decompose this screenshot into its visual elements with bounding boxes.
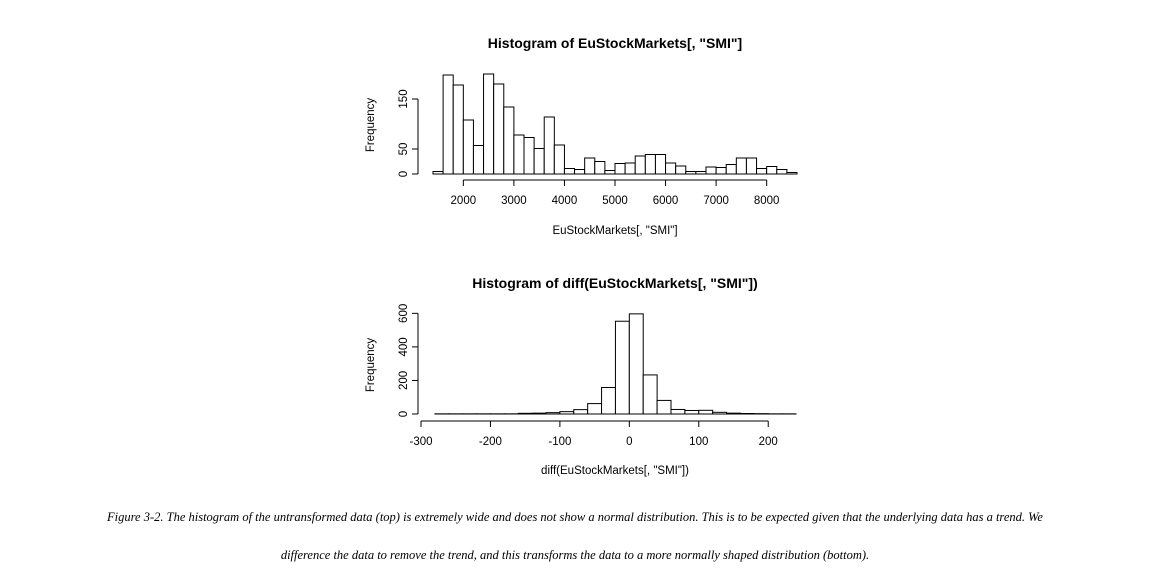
x-axis-label-bottom: diff(EuStockMarkets[, "SMI"]) xyxy=(541,465,689,477)
histogram-bar-top xyxy=(553,144,565,175)
histogram-bar-bottom xyxy=(573,409,589,415)
histogram-bar-top xyxy=(472,145,485,175)
histogram-bar-top xyxy=(634,155,646,175)
x-tick-label-top: 5000 xyxy=(602,195,628,207)
x-tick-label-bottom: -300 xyxy=(409,436,432,448)
histogram-bar-bottom xyxy=(656,399,672,415)
histogram-bar-top xyxy=(533,148,545,175)
x-tick-label-bottom: 200 xyxy=(759,436,778,448)
figure: Histogram of EuStockMarkets[, "SMI"] 200… xyxy=(365,35,798,477)
histogram-bar-top xyxy=(584,157,596,175)
y-tick-label-top: 50 xyxy=(398,143,410,156)
y-tick-label-bottom: 200 xyxy=(398,371,410,390)
histogram-bar-bottom xyxy=(559,411,575,415)
histogram-bar-bottom xyxy=(698,409,714,415)
histogram-bar-bottom xyxy=(670,408,686,415)
histogram-bar-top xyxy=(493,83,505,175)
x-tick-label-bottom: -100 xyxy=(548,436,571,448)
histogram-bar-top xyxy=(604,170,616,175)
histogram-bar-top xyxy=(756,168,768,175)
figure-caption-line-1: Figure 3-2. The histogram of the untrans… xyxy=(107,510,1043,524)
x-axis-label-top: EuStockMarkets[, "SMI"] xyxy=(552,225,677,237)
histogram-bar-top xyxy=(685,171,697,175)
x-tick-label-top: 8000 xyxy=(754,195,780,207)
histogram-bar-top xyxy=(766,166,778,175)
histogram-bar-top xyxy=(735,157,747,175)
y-tick-label-bottom: 600 xyxy=(398,304,410,323)
y-tick-label-bottom: 400 xyxy=(398,337,410,356)
histogram-bar-top xyxy=(705,166,717,175)
histogram-bar-top xyxy=(624,162,636,175)
histogram-bar-top xyxy=(563,168,576,175)
histogram-bar-top xyxy=(644,154,656,175)
histogram-bar-bottom xyxy=(684,409,700,415)
histogram-bar-top xyxy=(715,167,727,175)
top-histogram: 2000 3000 4000 5000 6000 7000 8000 0 50 150 xyxy=(398,73,798,207)
y-axis-label-top: Frequency xyxy=(365,98,377,153)
y-tick-label-top: 150 xyxy=(398,89,410,108)
x-tick-label-top: 3000 xyxy=(501,195,527,207)
x-tick-label-bottom: 100 xyxy=(689,436,708,448)
histogram-bar-top xyxy=(442,74,454,175)
chart-title-bottom: Histogram of diff(EuStockMarkets[, "SMI"… xyxy=(472,275,758,291)
histogram-bar-bottom xyxy=(601,387,616,415)
histogram-bar-top xyxy=(786,172,798,175)
histogram-bar-top xyxy=(776,169,788,175)
x-tick-label-top: 6000 xyxy=(653,195,679,207)
figure-caption-line-2: difference the data to remove the trend,… xyxy=(280,548,870,562)
histogram-bar-bottom xyxy=(517,412,533,415)
histogram-bar-bottom xyxy=(587,403,603,415)
histogram-bar-top xyxy=(654,154,667,175)
histogram-bar-bottom xyxy=(628,313,644,415)
histogram-bar-top xyxy=(665,162,677,175)
x-tick-label-top: 4000 xyxy=(552,195,578,207)
histogram-bar-bottom xyxy=(642,374,658,415)
histogram-bar-top xyxy=(483,73,495,175)
histogram-bar-bottom xyxy=(739,413,755,415)
histogram-bar-top xyxy=(543,116,555,175)
y-tick-label-top: 0 xyxy=(398,171,410,177)
histogram-bar-top xyxy=(523,137,535,175)
histogram-bar-top xyxy=(574,169,586,175)
histogram-bar-top xyxy=(462,119,474,175)
histogram-bar-bottom xyxy=(726,412,741,415)
chart-title-top: Histogram of EuStockMarkets[, "SMI"] xyxy=(488,35,742,51)
x-tick-label-top: 2000 xyxy=(451,195,477,207)
x-tick-label-bottom: 0 xyxy=(626,436,632,448)
histogram-bar-top xyxy=(745,157,758,175)
histogram-bar-top xyxy=(695,171,707,175)
x-tick-label-top: 7000 xyxy=(703,195,729,207)
histogram-bar-bottom xyxy=(614,320,630,415)
bottom-histogram: -300 -200 -100 0 100 200 0 200 400 600 xyxy=(398,304,797,448)
histogram-bar-top xyxy=(725,164,737,175)
histogram-bar-bottom xyxy=(531,412,547,415)
x-tick-label-bottom: -200 xyxy=(479,436,502,448)
histogram-bar-top xyxy=(614,163,626,175)
histogram-bar-top xyxy=(594,161,606,175)
histogram-bar-bottom xyxy=(712,411,728,415)
histogram-bar-top xyxy=(675,165,687,175)
histogram-bar-bottom xyxy=(545,412,561,415)
histogram-bar-top xyxy=(513,134,525,175)
y-axis-label-bottom: Frequency xyxy=(365,338,377,393)
histogram-bar-top xyxy=(452,84,464,175)
histogram-bar-top xyxy=(503,106,515,175)
y-tick-label-bottom: 0 xyxy=(398,411,410,417)
histogram-bar-top xyxy=(432,171,444,175)
